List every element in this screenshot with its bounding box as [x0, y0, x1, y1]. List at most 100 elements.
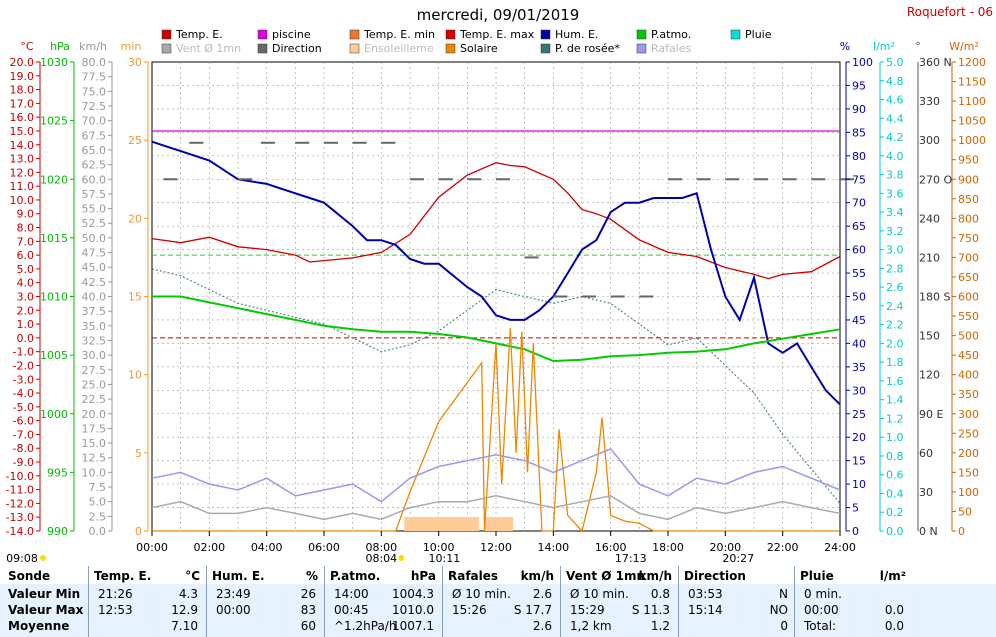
axis-wind-label: 55.0	[82, 203, 107, 216]
stats-cell-value: 4.3	[178, 587, 198, 601]
stats-cell-value: S 17.7	[513, 603, 552, 617]
axis-solar-label: 50	[958, 505, 972, 518]
axis-solar-label: 850	[958, 193, 979, 206]
x-tick-label: 22:00	[767, 541, 799, 554]
axis-wind-label: 65.0	[82, 144, 107, 157]
x-tick-label: 14:00	[537, 541, 569, 554]
axis-temp-label: -2.0	[13, 359, 34, 372]
axis-solar-label: 900	[958, 173, 979, 186]
x-tick-label: 20:00	[709, 541, 741, 554]
axis-wind-label: 12.5	[82, 452, 107, 465]
stats-cell-time: 23:49	[216, 587, 251, 601]
axis-temp-label: 8.0	[17, 222, 35, 235]
axis-solar-label: 750	[958, 232, 979, 245]
axis-solar-label: 300	[958, 408, 979, 421]
axis-solar-label: 500	[958, 330, 979, 343]
stats-cell-value: 60	[300, 619, 316, 633]
axis-rain-label: 1.0	[886, 431, 904, 444]
axis-temp-label: 10.0	[10, 194, 35, 207]
stats-cell-time: Ø 10 min.	[570, 587, 629, 601]
axis-rain-label: 0.0	[886, 525, 904, 538]
event-label: 08:04	[365, 552, 397, 565]
axis-wind-label: 37.5	[82, 305, 107, 318]
axis-rain-label: 0.8	[886, 450, 904, 463]
legend-label: P. de rosée*	[555, 42, 620, 55]
axis-solar-label: 1150	[958, 76, 986, 89]
stats-cell-value: 12.9	[171, 603, 198, 617]
stats-cell-value: 83	[300, 603, 316, 617]
stats-header-name: Sonde	[8, 569, 51, 583]
legend-swatch	[257, 43, 268, 54]
stats-cell-value: 0	[780, 619, 788, 633]
stats-cell-time: 15:26	[452, 603, 487, 617]
stats-header-unit: °C	[185, 569, 200, 583]
chart-legend: Temp. E. piscine Temp. E. min Temp. E. max H…	[161, 28, 772, 55]
axis-temp-label: 3.0	[17, 291, 35, 304]
axis-rain-label: 2.2	[886, 319, 904, 332]
stats-cell-time: Total:	[804, 619, 837, 633]
legend-swatch	[636, 29, 647, 40]
axis-temp-label: -9.0	[13, 456, 34, 469]
legend-swatch	[349, 43, 360, 54]
axis-hum-label: 30	[852, 384, 866, 397]
axis-solar-label: 200	[958, 447, 979, 460]
series-tempe	[151, 162, 841, 280]
legend-swatch	[540, 29, 551, 40]
stats-header-name: Hum. E.	[212, 569, 265, 583]
axis-dir-label: 360 N	[919, 56, 952, 69]
chart-lines	[151, 130, 854, 533]
stats-cell-time: 15:14	[688, 603, 723, 617]
axis-hum-label: 5	[852, 502, 859, 515]
axis-press-label: 1010	[40, 291, 68, 304]
axis-temp-label: -1.0	[13, 346, 34, 359]
axis-wind-label: 2.5	[89, 510, 107, 523]
axis-rain-label: 3.6	[886, 187, 904, 200]
axis-dir-label: 240	[919, 212, 940, 225]
axis-wind-label: 5.0	[89, 496, 107, 509]
stats-cell-time: 15:29	[570, 603, 605, 617]
axis-unit-label: °C	[20, 40, 34, 53]
axis-temp-label: 12.0	[10, 166, 35, 179]
axis-rain-label: 4.4	[886, 112, 904, 125]
axis-rain-label: 3.8	[886, 169, 904, 182]
stats-cell-time: 21:26	[98, 587, 133, 601]
axis-temp-label: 16.0	[10, 111, 35, 124]
legend-swatch	[349, 29, 360, 40]
legend-label: piscine	[272, 28, 311, 41]
event-label: 10:11	[429, 552, 461, 565]
axis-hum-label: 50	[852, 291, 866, 304]
axis-solar-label: 800	[958, 212, 979, 225]
chart-grid	[151, 61, 841, 532]
axis-dir-label: 90 E	[919, 408, 943, 421]
legend-swatch	[540, 43, 551, 54]
axis-hum-label: 40	[852, 337, 866, 350]
axis-temp-label: 2.0	[17, 304, 35, 317]
axis-wind-label: 60.0	[82, 173, 107, 186]
axis-rain-label: 2.4	[886, 300, 904, 313]
axis-hum-label: 45	[852, 314, 866, 327]
axis-rain-label: 1.2	[886, 412, 904, 425]
stats-separator	[678, 566, 679, 637]
stats-cell-value: S 11.3	[631, 603, 670, 617]
stats-cell-value: 1010.0	[392, 603, 434, 617]
axis-rain-label: 1.4	[886, 394, 904, 407]
axis-rain-label: 2.0	[886, 337, 904, 350]
axis-wind-label: 45.0	[82, 261, 107, 274]
legend-label: Pluie	[745, 28, 772, 41]
stats-header-unit: km/h	[638, 569, 672, 583]
stats-cell-time: Ø 10 min.	[452, 587, 511, 601]
axis-rain-label: 4.6	[886, 94, 904, 107]
sun-icon	[40, 555, 46, 561]
stats-cell-time: 03:53	[688, 587, 723, 601]
axis-wind-label: 52.5	[82, 217, 107, 230]
x-tick-label: 00:00	[136, 541, 168, 554]
axis-temp-label: -10.0	[6, 470, 34, 483]
axis-wind-label: 0.0	[89, 525, 107, 538]
axis-solar-label: 400	[958, 369, 979, 382]
stats-cell-value: N	[779, 587, 788, 601]
axis-wind-label: 42.5	[82, 276, 107, 289]
legend-label: Solaire	[460, 42, 498, 55]
axis-rain-label: 0.6	[886, 469, 904, 482]
stats-cell-time: 14:00	[334, 587, 369, 601]
axis-rain-label: 4.2	[886, 131, 904, 144]
